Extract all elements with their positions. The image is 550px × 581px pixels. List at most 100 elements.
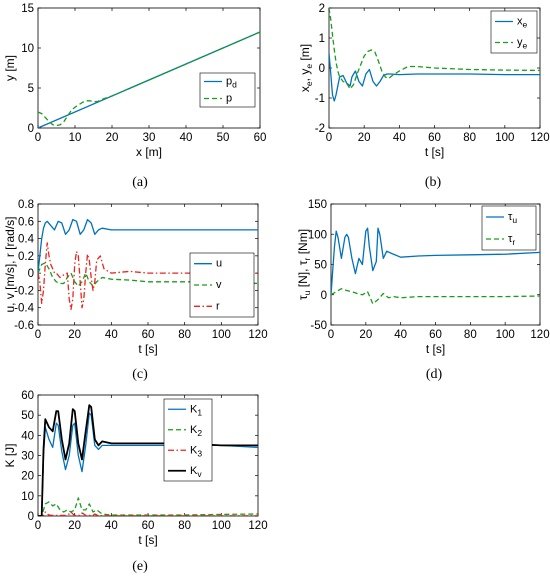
series-line-u [38,218,258,274]
x-tick-label: 80 [463,132,476,144]
series-line-K3 [38,511,258,516]
panel-caption: (c) [132,367,148,382]
series-line-Kv [38,404,258,516]
x-tick-label: 80 [178,520,191,532]
y-tick-label: 50 [21,410,34,422]
y-tick-label: 0 [28,123,34,135]
legend-label: v [216,279,222,291]
series-line-ye [329,8,540,90]
legend-label: r [216,300,220,312]
y-axis-label: τu [N], τr [Nm] [296,229,312,300]
series-line-K1 [38,412,258,516]
x-tick-label: 120 [530,329,549,341]
x-axis-label: t [s] [138,533,157,547]
x-tick-label: 100 [496,329,515,341]
y-tick-label: 0 [319,63,325,75]
y-tick-label: -0.2 [14,285,34,297]
x-tick-label: 20 [359,329,372,341]
x-tick-label: 60 [428,132,441,144]
axes-box [37,394,259,517]
y-tick-label: 60 [21,390,34,402]
x-axis-label: x [m] [136,145,162,159]
y-axis-label: K [J] [3,443,17,467]
y-tick-label: 100 [308,229,327,241]
y-tick-label: 10 [21,43,34,55]
x-tick-label: 80 [178,329,191,341]
y-tick-label: 30 [21,451,34,463]
legend-label: K2 [190,424,202,438]
x-tick-label: 40 [105,329,118,341]
x-tick-label: 60 [142,520,155,532]
x-tick-label: 120 [530,132,549,144]
panel-caption: (a) [132,175,148,190]
x-tick-label: 60 [429,329,442,341]
x-tick-label: 120 [248,329,267,341]
legend-label: Kv [190,465,202,479]
legend-label: K3 [190,444,202,458]
legend-label: xe [517,16,528,30]
y-tick-label: 1 [319,33,325,45]
series-line-τr [331,288,540,305]
x-tick-label: 0 [328,329,334,341]
panel-caption: (b) [425,175,442,190]
x-tick-label: 60 [142,329,155,341]
x-tick-label: 0 [35,520,41,532]
x-tick-label: 20 [358,132,371,144]
y-tick-label: 40 [21,430,34,442]
y-axis-label: xe, ye [m] [298,44,314,92]
x-tick-label: 0 [35,329,41,341]
x-tick-label: 30 [143,132,156,144]
x-tick-label: 10 [69,132,82,144]
y-tick-label: -0.4 [14,303,34,315]
panel-b: 0 20 40 60 80 100 120 -2 -1 0 1 2 t [s] xe, ye [m] xe y… [298,3,550,190]
y-tick-label: -1 [315,93,325,105]
x-tick-label: 100 [212,520,231,532]
x-tick-label: 20 [68,520,81,532]
legend-box [490,10,538,54]
y-axis-label: y [m] [3,55,17,81]
legend-label: pd [226,76,237,90]
panel-c: 0 20 40 60 80 100 120 -0.6 -0.4 -0.2 0 0.2 0.4 0.6 0.8… [3,199,268,382]
x-tick-label: 100 [212,329,231,341]
y-tick-label: 50 [314,260,327,272]
panel-caption: (e) [132,559,148,574]
panel-a: 0 10 20 30 40 50 60 0 5 10 15 x [m] y [m] pd p (a) [3,3,266,190]
x-axis-label: t [s] [426,342,445,356]
y-tick-label: 0.8 [18,199,34,211]
series-line-K2 [38,497,258,516]
panel-caption: (d) [426,367,443,382]
y-tick-label: 20 [21,471,34,483]
legend-label: p [226,93,232,105]
legend-label: K1 [190,403,202,417]
x-axis-label: t [s] [425,145,444,159]
x-tick-label: 0 [326,132,332,144]
y-axis-label: u, v [m/s], r [rad/s] [3,216,17,312]
axes-box [37,7,261,129]
y-tick-label: 0 [28,511,34,523]
y-tick-label: -0.6 [14,320,34,332]
legend-box [199,72,256,108]
legend-box [481,205,537,251]
y-tick-label: 10 [21,491,34,503]
x-tick-label: 20 [68,329,81,341]
x-tick-label: 20 [106,132,119,144]
x-tick-label: 40 [393,132,406,144]
y-tick-label: 0.4 [18,234,35,246]
x-tick-label: 50 [217,132,230,144]
x-axis-label: t [s] [138,342,157,356]
series-line-xe [329,52,540,102]
y-tick-label: 5 [28,83,34,95]
legend-box [163,398,213,482]
y-tick-label: 0 [28,268,34,280]
y-tick-label: 15 [21,3,34,15]
y-tick-label: 150 [308,199,327,211]
y-tick-label: 0 [321,290,327,302]
y-tick-label: 0.6 [18,216,34,228]
x-tick-label: 80 [464,329,477,341]
y-tick-label: -2 [315,123,325,135]
x-tick-label: 40 [394,329,407,341]
x-tick-label: 60 [254,132,267,144]
x-tick-label: 40 [105,520,118,532]
x-tick-label: 40 [180,132,193,144]
